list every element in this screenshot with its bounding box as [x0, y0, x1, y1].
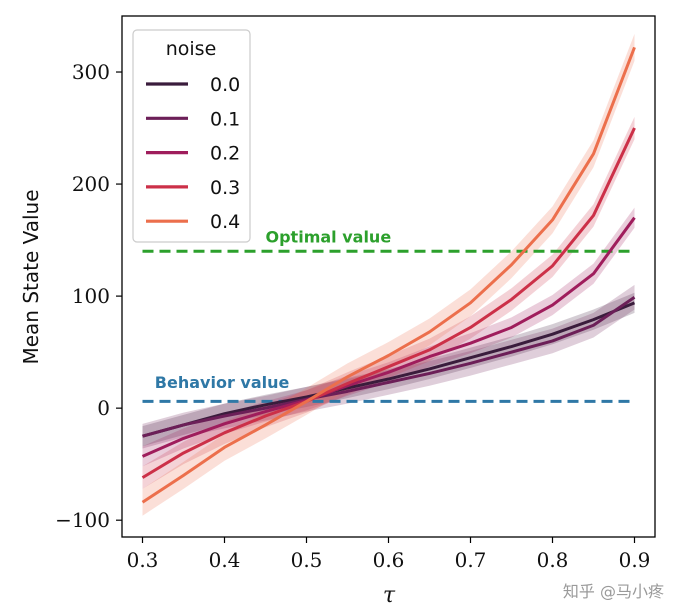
y-tick-label: 100	[72, 284, 110, 308]
legend-label-4: 0.4	[210, 211, 240, 233]
y-tick-label: 300	[72, 60, 110, 84]
watermark: 知乎 @马小疼	[563, 582, 664, 601]
series-band-4	[142, 33, 635, 516]
x-tick-label: 0.3	[127, 548, 159, 572]
legend-label-3: 0.3	[210, 177, 240, 199]
x-tick-label: 0.5	[291, 548, 323, 572]
legend-label-0: 0.0	[210, 74, 240, 96]
reference-lines	[142, 249, 635, 403]
series-line-2	[141, 216, 636, 458]
series-lines	[141, 46, 636, 504]
y-axis: −100 0 100 200 300	[55, 60, 122, 532]
series-line-4	[141, 46, 636, 504]
y-axis-label: Mean State Value	[19, 189, 43, 364]
series-line-3	[141, 127, 636, 479]
legend-label-1: 0.1	[210, 108, 240, 130]
y-tick-label: 0	[97, 396, 110, 420]
x-axis-label: τ	[383, 583, 396, 608]
annotations: Optimal value Behavior value	[155, 227, 392, 392]
x-axis: 0.3 0.4 0.5 0.6 0.7 0.8 0.9	[127, 537, 651, 572]
legend-label-2: 0.2	[210, 143, 240, 165]
reference-label-1: Behavior value	[155, 373, 290, 392]
legend-box	[132, 29, 251, 243]
y-tick-label: 200	[72, 172, 110, 196]
y-tick-label: −100	[55, 508, 110, 532]
x-tick-label: 0.8	[537, 548, 569, 572]
legend: noise 0.0 0.1 0.2 0.3 0.4	[132, 29, 251, 243]
x-tick-label: 0.4	[209, 548, 241, 572]
series-line-0	[142, 301, 636, 438]
series-band-3	[142, 116, 635, 489]
x-tick-label: 0.6	[373, 548, 405, 572]
x-tick-label: 0.7	[455, 548, 487, 572]
series-line-1	[142, 295, 636, 438]
x-tick-label: 0.9	[619, 548, 651, 572]
reference-label-0: Optimal value	[266, 227, 392, 246]
legend-title: noise	[166, 38, 217, 60]
